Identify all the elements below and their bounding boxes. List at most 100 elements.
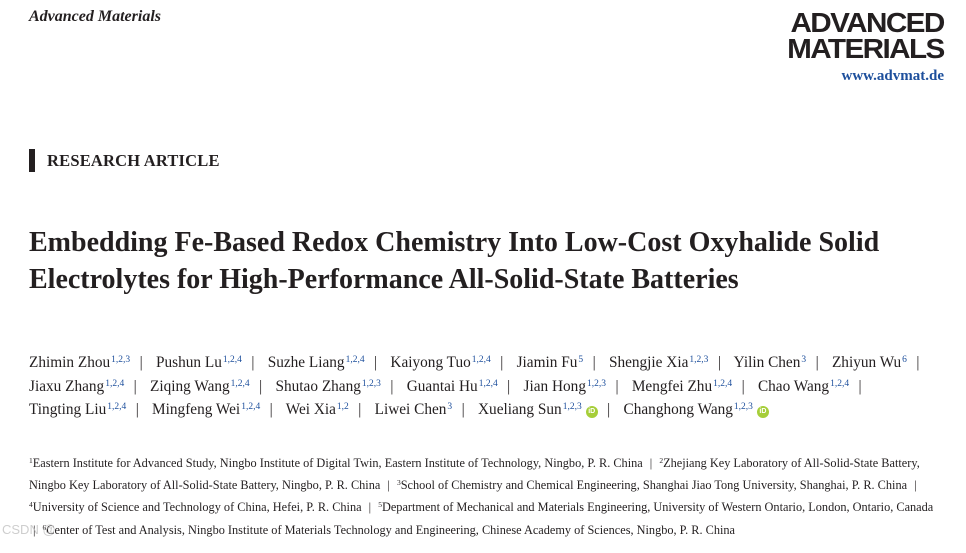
author-separator: | (139, 354, 143, 371)
author-name[interactable]: Pushun Lu1,2,4 (156, 354, 242, 371)
author-name[interactable]: Mingfeng Wei1,2,4 (152, 401, 260, 418)
author-name-text: Guantai Hu (406, 377, 478, 395)
author-name-text: Shengjie Xia (608, 354, 689, 371)
author-name[interactable]: Yilin Chen3 (734, 354, 806, 371)
author-name-text: Xueliang Sun (478, 401, 562, 418)
author-affiliation-marker: 1,2,3 (689, 355, 709, 365)
affiliation-number: 5 (378, 500, 382, 510)
affiliation-number: 3 (396, 478, 401, 488)
affiliation-number: 1 (29, 456, 33, 465)
affiliation-text: School of Chemistry and Chemical Enginee… (400, 478, 908, 493)
affiliation-item: 4University of Science and Technology of… (29, 500, 362, 514)
author-name[interactable]: Suzhe Liang1,2,4 (268, 354, 365, 371)
author-separator: | (858, 377, 862, 395)
author-name[interactable]: Ziqing Wang1,2,4 (150, 378, 250, 395)
affiliation-text: Eastern Institute for Advanced Study, Ni… (32, 456, 643, 470)
author-separator: | (615, 377, 619, 395)
watermark: CSDN @ (2, 522, 56, 537)
affiliation-number: 4 (29, 500, 33, 510)
author-separator: | (500, 354, 504, 371)
affiliation-number: 6 (42, 522, 47, 532)
affiliation-text: Zhejiang Key Laboratory of All-Solid-Sta… (29, 456, 920, 493)
affiliation-separator: | (387, 478, 390, 493)
affiliation-separator: | (33, 522, 36, 537)
author-affiliation-marker: 1,2,3 (562, 402, 582, 412)
author-name-text: Jiaxu Zhang (29, 377, 105, 395)
author-name-text: Jiamin Fu (516, 354, 578, 371)
author-name[interactable]: Wei Xia1,2 (286, 401, 349, 418)
journal-logo: ADVANCED MATERIALS www.advmat.de (787, 9, 945, 85)
author-name[interactable]: Guantai Hu1,2,4 (407, 378, 498, 395)
author-separator: | (592, 354, 596, 371)
author-separator: | (390, 377, 394, 395)
author-separator: | (374, 354, 378, 371)
author-name-text: Zhimin Zhou (29, 354, 111, 371)
author-separator: | (717, 354, 721, 371)
author-name-text: Zhiyun Wu (831, 354, 902, 371)
author-name-text: Mingfeng Wei (152, 401, 241, 418)
author-affiliation-marker: 1,2,4 (107, 402, 127, 412)
affiliation-separator: | (368, 500, 372, 515)
author-name-text: Tingting Liu (29, 401, 107, 418)
author-separator: | (133, 377, 137, 395)
article-title: Embedding Fe-Based Redox Chemistry Into … (29, 227, 880, 295)
author-affiliation-marker: 1,2,4 (230, 378, 250, 389)
author-name-text: Shutao Zhang (275, 377, 361, 395)
author-affiliation-marker: 1,2,3 (586, 378, 606, 389)
author-affiliation-marker: 1,2,4 (222, 355, 242, 365)
author-affiliation-marker: 1,2,3 (733, 402, 753, 412)
author-name[interactable]: Zhiyun Wu6 (832, 354, 907, 371)
author-name[interactable]: Kaiyong Tuo1,2,4 (390, 354, 490, 371)
author-name-text: Pushun Lu (155, 354, 222, 371)
author-name[interactable]: Liwei Chen3 (375, 401, 453, 418)
author-name[interactable]: Chao Wang1,2,4 (758, 378, 849, 395)
author-affiliation-marker: 1,2,4 (345, 355, 365, 365)
author-separator: | (815, 354, 819, 371)
affiliation-text: University of Science and Technology of … (32, 500, 362, 515)
author-name[interactable]: Mengfei Zhu1,2,4 (632, 378, 732, 395)
author-affiliation-marker: 1,2,4 (241, 402, 261, 412)
logo-line-materials: MATERIALS (787, 33, 945, 64)
author-name[interactable]: Jiamin Fu5 (517, 354, 584, 371)
affiliation-number: 2 (659, 456, 664, 465)
author-name-text: Changhong Wang (623, 401, 733, 418)
author-separator: | (251, 354, 255, 371)
affiliation-item: 6Center of Test and Analysis, Ningbo Ins… (43, 523, 735, 537)
author-name-text: Suzhe Liang (267, 354, 345, 371)
author-separator: | (259, 377, 263, 395)
orcid-icon[interactable]: iD (585, 406, 598, 418)
affiliation-list: 1Eastern Institute for Advanced Study, N… (29, 451, 941, 540)
author-name-text: Kaiyong Tuo (390, 354, 471, 371)
affiliation-item: 1Eastern Institute for Advanced Study, N… (29, 456, 643, 470)
author-affiliation-marker: 1,2,4 (478, 378, 498, 389)
author-name-text: Liwei Chen (374, 401, 447, 418)
author-name-text: Chao Wang (757, 377, 830, 395)
author-name[interactable]: Changhong Wang1,2,3 iD (624, 401, 769, 418)
author-affiliation-marker: 3 (801, 355, 807, 365)
author-name-text: Wei Xia (285, 401, 336, 418)
affiliation-item: 2Zhejiang Key Laboratory of All-Solid-St… (29, 456, 920, 492)
author-affiliation-marker: 1,2,4 (471, 355, 491, 365)
author-name-text: Jian Hong (523, 377, 586, 395)
article-type-label: RESEARCH ARTICLE (29, 149, 220, 172)
affiliation-text: Department of Mechanical and Materials E… (381, 500, 934, 515)
author-separator: | (741, 377, 745, 395)
author-affiliation-marker: 6 (902, 355, 907, 365)
author-separator: | (269, 401, 273, 418)
author-list: Zhimin Zhou1,2,3 | Pushun Lu1,2,4 | Suzhe … (29, 350, 954, 421)
author-name[interactable]: Shengjie Xia1,2,3 (609, 354, 708, 371)
author-affiliation-marker: 5 (578, 355, 584, 365)
author-name[interactable]: Jiaxu Zhang1,2,4 (29, 378, 124, 395)
orcid-icon[interactable]: iD (756, 406, 769, 418)
author-affiliation-marker: 1,2,3 (111, 355, 131, 365)
author-name[interactable]: Xueliang Sun1,2,3 iD (478, 401, 598, 418)
author-affiliation-marker: 1,2,4 (105, 378, 125, 389)
author-name[interactable]: Shutao Zhang1,2,3 (276, 378, 381, 395)
author-separator: | (358, 401, 362, 418)
author-name[interactable]: Jian Hong1,2,3 (524, 378, 606, 395)
affiliation-text: Center of Test and Analysis, Ningbo Inst… (46, 522, 736, 537)
author-name[interactable]: Zhimin Zhou1,2,3 (29, 354, 130, 371)
author-affiliation-marker: 3 (447, 402, 453, 412)
author-name[interactable]: Tingting Liu1,2,4 (29, 401, 126, 418)
journal-url-link[interactable]: www.advmat.de (841, 68, 944, 84)
